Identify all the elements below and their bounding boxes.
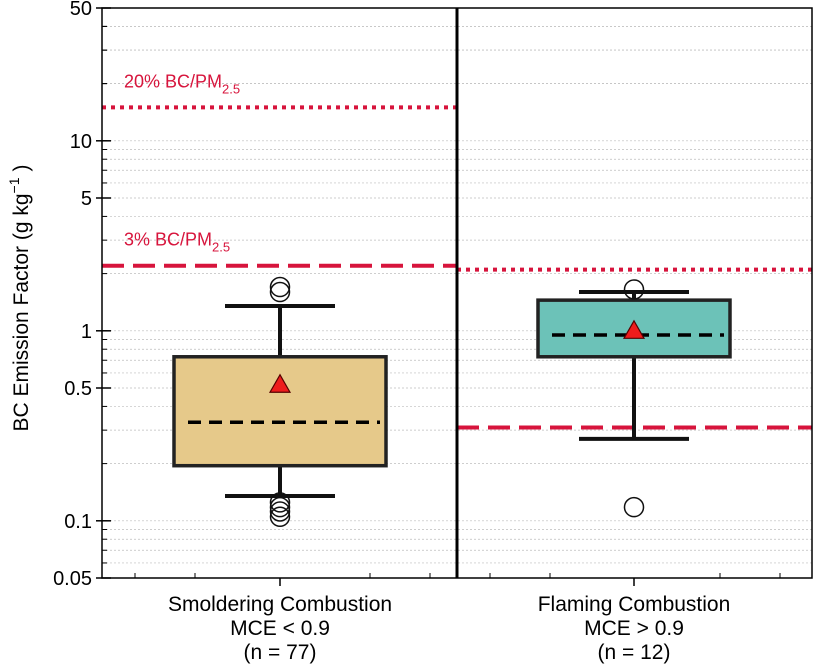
outlier-point [269,501,291,522]
mean-marker [268,373,292,393]
category-label: MCE > 0.9 [584,617,684,640]
category-label: Smoldering Combustion [168,593,392,616]
y-tick-label: 0.05 [53,568,92,590]
outlier-point [623,279,645,300]
outlier-point [269,276,291,298]
threshold-label: 20% BC/PM2.5 [124,71,240,96]
y-tick-label: 1 [81,321,92,343]
y-tick-label: 50 [70,0,92,20]
outlier-point [269,281,291,303]
outlier-point [623,496,645,518]
outlier-point [269,506,291,528]
category-label: MCE < 0.9 [230,617,330,640]
category-label: (n = 77) [244,641,317,664]
box-iqr [172,355,388,468]
threshold-label: 3% BC/PM2.5 [124,230,230,255]
category-label: (n = 12) [598,641,671,664]
outlier-point [269,496,291,518]
box-plots [172,276,732,528]
labels: BC Emission Factor (g kg−1) [6,164,33,431]
y-axis-label: BC Emission Factor (g kg−1) [6,164,33,431]
y-tick-label: 0.5 [64,378,92,400]
y-tick-label: 0.1 [64,511,92,533]
outlier-point [269,492,291,513]
y-tick-label: 10 [70,131,92,153]
y-tick-label: 5 [81,188,92,210]
category-label: Flaming Combustion [538,593,731,616]
threshold-lines: 20% BC/PM2.5 3% BC/PM2.5 [102,71,812,430]
mean-marker [622,319,646,339]
